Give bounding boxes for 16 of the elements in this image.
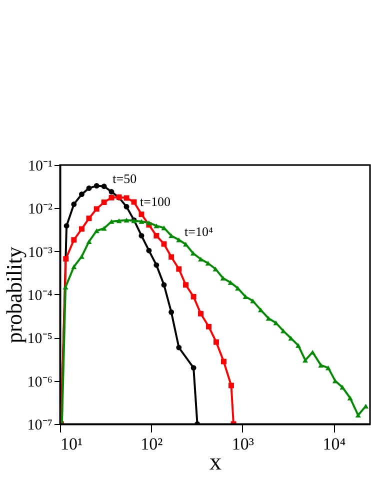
y-tick-label: 10⁻⁶ bbox=[27, 374, 52, 390]
y-tick-label: 10⁻⁴ bbox=[27, 288, 52, 304]
y-axis-title: probability bbox=[1, 246, 26, 344]
y-tick-label: 10⁻³ bbox=[28, 244, 53, 261]
y-tick-label: 10⁻¹ bbox=[28, 158, 52, 174]
annotation: t=50 bbox=[112, 170, 137, 186]
x-tick-label: 10¹ bbox=[60, 434, 83, 454]
y-tick-label: 10⁻⁷ bbox=[27, 418, 52, 434]
y-tick-label: 10⁻⁵ bbox=[27, 331, 52, 348]
x-tick-label: 10⁴ bbox=[322, 434, 346, 454]
x-tick-label: 10² bbox=[140, 434, 163, 454]
x-axis-title: x bbox=[210, 450, 222, 476]
annotation: t=10⁴ bbox=[184, 224, 214, 240]
x-tick-label: 10³ bbox=[232, 434, 254, 454]
annotation: t=100 bbox=[140, 194, 171, 210]
y-tick-label: 10⁻² bbox=[28, 202, 53, 218]
